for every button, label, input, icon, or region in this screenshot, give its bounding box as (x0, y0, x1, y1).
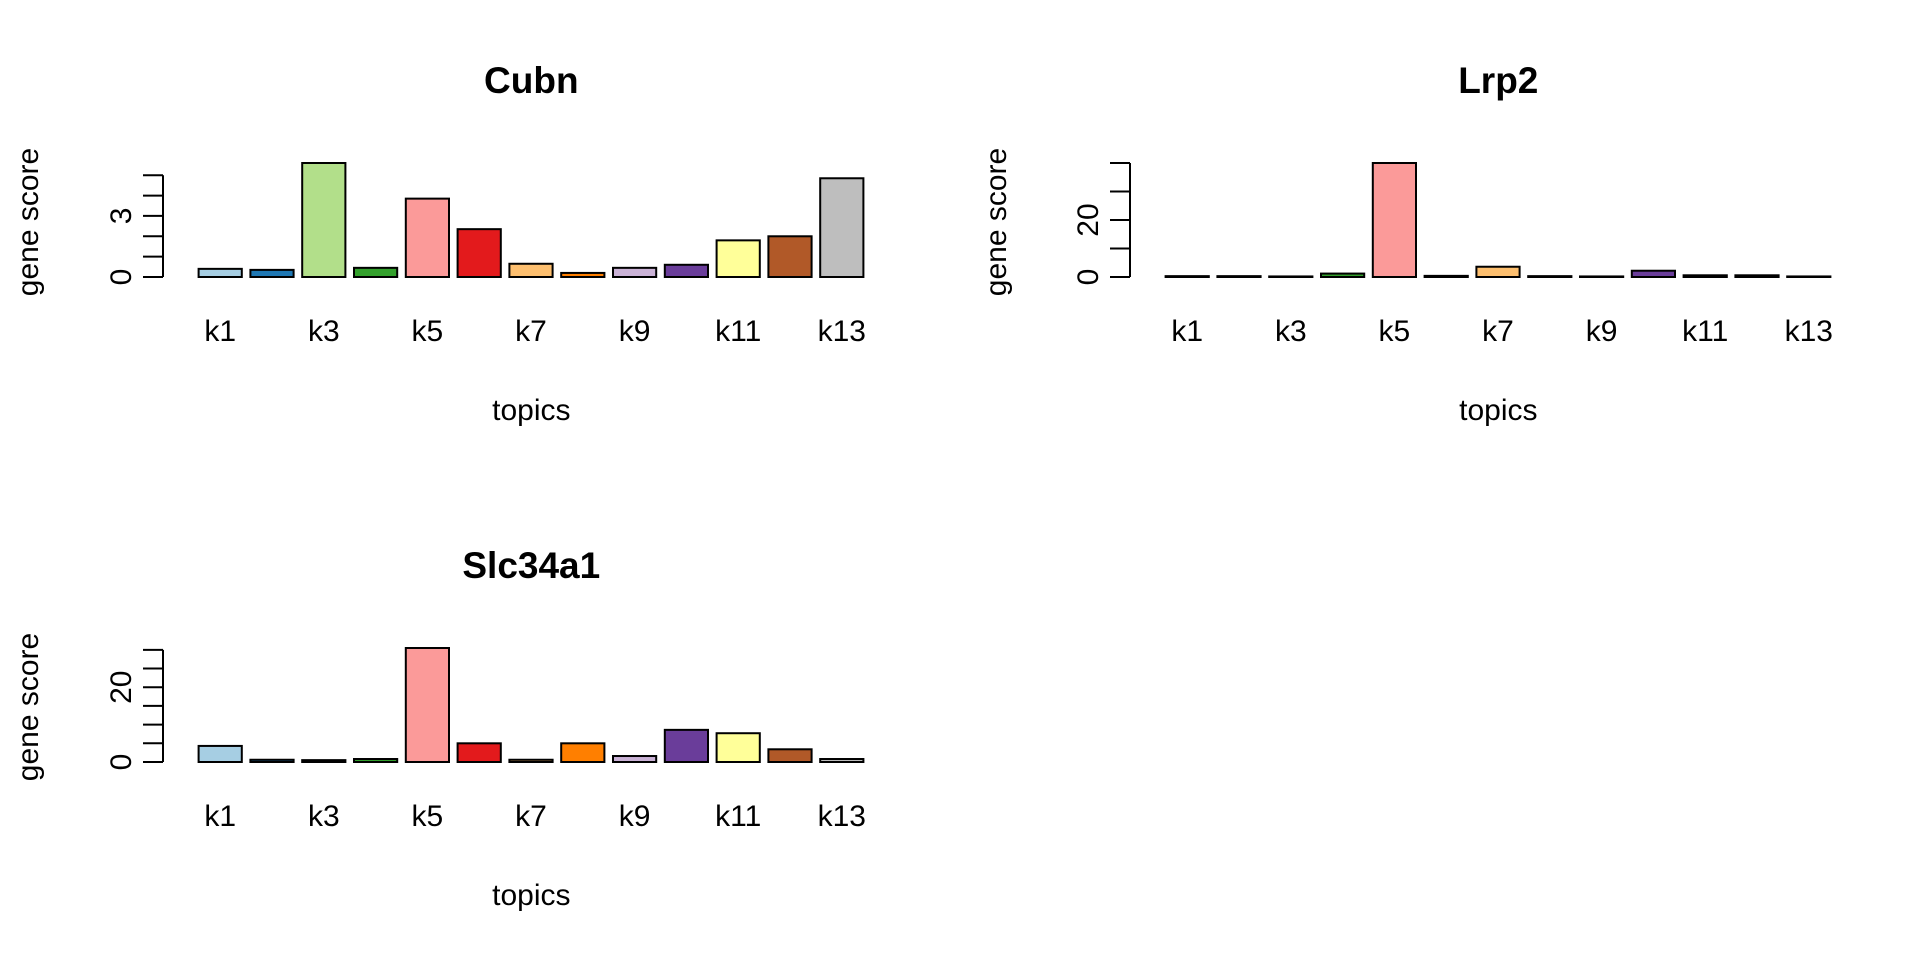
y-axis-label: gene score (12, 148, 45, 296)
bar-k5 (404, 647, 450, 763)
bar-k7 (1475, 265, 1521, 278)
x-axis-label: topics (492, 879, 570, 912)
x-tick-label: k9 (619, 800, 651, 833)
x-tick-label: k1 (1171, 315, 1203, 348)
bar-k13 (819, 177, 865, 278)
x-tick-label: k1 (204, 315, 236, 348)
bar-k12 (767, 235, 813, 279)
bar-k8 (560, 271, 606, 278)
y-axis-label: gene score (980, 148, 1013, 296)
bar-k3 (301, 162, 347, 278)
bar-k2 (249, 758, 295, 764)
y-tick-label: 0 (1072, 269, 1105, 286)
bar-k5 (404, 197, 450, 278)
bar-k3 (301, 759, 347, 764)
chart-panel-cubn: Cubn 0 3 k1 k3 k5 k7 k9 k11 k13 topics gene score (12, 60, 866, 427)
x-axis-label: topics (1459, 394, 1537, 427)
y-tick-label: 0 (105, 754, 138, 771)
x-tick-label: k7 (515, 315, 547, 348)
bar-k11 (1682, 274, 1728, 279)
x-tick-label: k3 (308, 800, 340, 833)
bar-k3 (1268, 275, 1314, 278)
bar-k7 (508, 758, 554, 764)
chart-panel-slc34a1: Slc34a1 0 20 k1 k3 k5 k7 k9 k11 k13 topics gene sco… (12, 545, 866, 912)
x-tick-label: k9 (1586, 315, 1618, 348)
y-tick-label: 3 (105, 208, 138, 225)
bar-k13 (819, 758, 865, 763)
bar-k1 (197, 744, 243, 763)
x-tick-label: k1 (204, 800, 236, 833)
bar-k10 (663, 728, 709, 763)
x-tick-label: k9 (619, 315, 651, 348)
bar-k5 (1371, 162, 1418, 278)
y-tick-label: 20 (105, 671, 138, 704)
chart-title: Slc34a1 (462, 545, 600, 586)
bar-k12 (1734, 274, 1780, 279)
x-tick-label: k11 (715, 315, 761, 348)
x-tick-label: k5 (412, 800, 444, 833)
bar-k8 (560, 742, 606, 763)
bar-k12 (767, 748, 813, 764)
bar-k9 (1579, 275, 1625, 278)
bar-k4 (353, 758, 399, 763)
x-tick-label: k13 (818, 315, 866, 348)
bar-k7 (508, 262, 554, 278)
bar-k2 (1216, 275, 1262, 278)
bar-k9 (612, 755, 658, 763)
y-axis-label: gene score (12, 633, 45, 781)
bar-k8 (1527, 275, 1573, 278)
bar-k9 (612, 266, 658, 279)
chart-panel-lrp2: Lrp2 0 20 k1 k3 k5 k7 k9 k11 k13 topics gene score (980, 60, 1833, 427)
bar-k11 (715, 732, 761, 763)
x-tick-label: k11 (715, 800, 761, 833)
bar-k2 (249, 268, 295, 278)
x-tick-label: k7 (1482, 315, 1514, 348)
x-axis-label: topics (492, 394, 570, 427)
x-tick-label: k3 (1275, 315, 1307, 348)
x-tick-label: k3 (308, 315, 340, 348)
bar-k6 (1423, 274, 1469, 278)
bar-k10 (1630, 269, 1677, 279)
bar-k4 (1320, 272, 1366, 278)
bar-k1 (197, 267, 243, 279)
x-tick-label: k5 (412, 315, 444, 348)
bar-k6 (456, 742, 502, 763)
x-tick-label: k11 (1682, 315, 1728, 348)
x-tick-label: k7 (515, 800, 547, 833)
bar-k1 (1164, 275, 1210, 278)
bar-k11 (715, 239, 761, 279)
chart-title: Lrp2 (1458, 60, 1538, 101)
y-tick-label: 0 (105, 269, 138, 286)
x-tick-label: k5 (1379, 315, 1411, 348)
x-tick-label: k13 (818, 800, 866, 833)
x-tick-label: k13 (1785, 315, 1833, 348)
bar-k6 (456, 228, 502, 279)
bar-k13 (1786, 275, 1832, 278)
y-tick-label: 20 (1072, 203, 1105, 236)
bar-k10 (663, 263, 709, 278)
bar-k4 (353, 266, 399, 279)
chart-title: Cubn (484, 60, 579, 101)
